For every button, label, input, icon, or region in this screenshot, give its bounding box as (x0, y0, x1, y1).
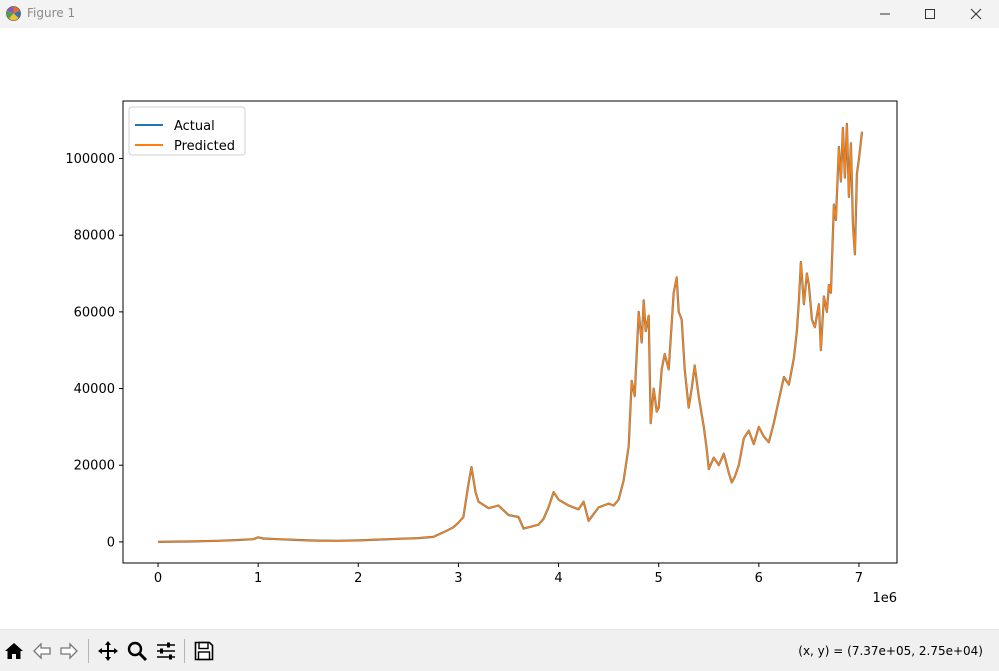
y-tick-label: 100000 (65, 152, 115, 167)
save-button[interactable] (192, 639, 216, 663)
plot-frame (122, 100, 898, 564)
close-button[interactable] (953, 0, 999, 28)
y-tick-label: 20000 (74, 459, 115, 474)
axes (122, 100, 898, 564)
x-tick-label: 4 (554, 571, 562, 586)
title-bar[interactable]: Figure 1 (0, 0, 999, 28)
configure-subplots-icon (157, 642, 175, 660)
toolbar-separator (88, 639, 89, 663)
y-tick-label: 40000 (74, 382, 115, 397)
x-tick-label: 6 (755, 571, 763, 586)
coordinate-readout: (x, y) = (7.37e+05, 2.75e+04) (798, 644, 983, 658)
axis-ticks: 0 1 2 3 4 5 6 7 0 20000 40000 60000 80000 100000 (65, 152, 863, 586)
figure-canvas[interactable]: 0 1 2 3 4 5 6 7 0 20000 40000 60000 80000 100000 1e6 … (0, 28, 999, 628)
x-tick-label: 2 (354, 571, 362, 586)
y-tick-label: 0 (107, 535, 115, 550)
pan-button[interactable] (96, 639, 120, 663)
x-axis-offset-label: 1e6 (872, 591, 897, 606)
matplotlib-logo-icon (6, 6, 21, 21)
series-line-predicted (157, 123, 863, 543)
legend-label: Actual (174, 119, 215, 134)
pan-icon (98, 641, 118, 661)
maximize-button[interactable] (907, 0, 953, 28)
minimize-button[interactable] (862, 0, 908, 28)
x-tick-label: 0 (154, 571, 162, 586)
maximize-icon (925, 9, 935, 19)
y-tick-label: 80000 (74, 229, 115, 244)
home-button[interactable] (2, 639, 26, 663)
x-tick-label: 1 (254, 571, 262, 586)
x-tick-label: 3 (454, 571, 462, 586)
legend: Actual Predicted (128, 106, 246, 156)
save-icon (194, 641, 214, 661)
minimize-icon (880, 13, 890, 15)
back-arrow-icon (33, 642, 51, 660)
zoom-icon (127, 641, 148, 662)
close-icon (970, 8, 982, 20)
forward-button[interactable] (57, 639, 81, 663)
navigation-toolbar: (x, y) = (7.37e+05, 2.75e+04) (0, 629, 999, 671)
home-icon (5, 643, 23, 659)
series-lines (157, 122, 864, 543)
zoom-button[interactable] (125, 639, 149, 663)
window-title: Figure 1 (27, 6, 76, 20)
toolbar-separator (184, 639, 185, 663)
x-tick-label: 5 (655, 571, 663, 586)
forward-arrow-icon (60, 642, 78, 660)
configure-subplots-button[interactable] (154, 639, 178, 663)
back-button[interactable] (30, 639, 54, 663)
legend-box (128, 106, 246, 156)
y-tick-label: 60000 (74, 305, 115, 320)
x-tick-label: 7 (855, 571, 863, 586)
legend-label: Predicted (174, 139, 235, 154)
